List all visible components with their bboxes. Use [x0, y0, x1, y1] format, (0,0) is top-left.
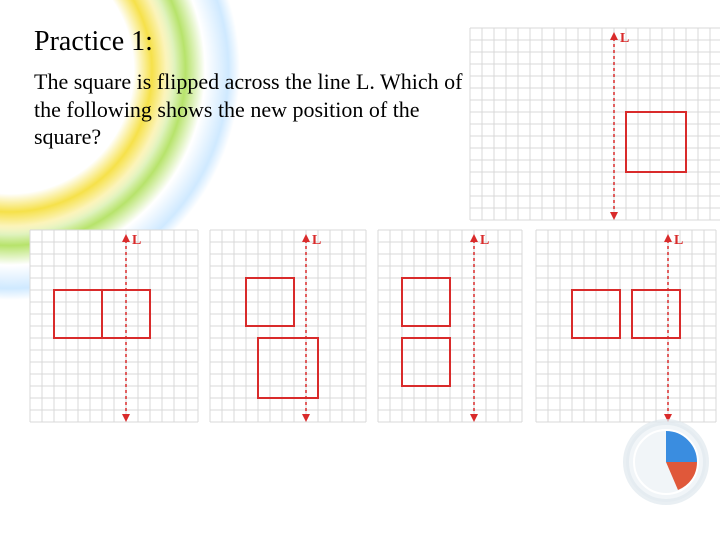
option-grid-3: L — [376, 228, 526, 432]
svg-text:L: L — [312, 233, 321, 248]
content-block: Practice 1: The square is flipped across… — [34, 26, 464, 151]
slide: Practice 1: The square is flipped across… — [0, 0, 720, 540]
svg-text:L: L — [674, 233, 683, 248]
slide-title: Practice 1: — [34, 26, 464, 58]
slide-body: The square is flipped across the line L.… — [34, 68, 464, 151]
option-grid-4: L — [534, 228, 718, 432]
reference-grid: L — [468, 26, 716, 222]
svg-text:L: L — [480, 233, 489, 248]
option-grid-1: L — [28, 228, 200, 432]
option-grid-2: L — [208, 228, 368, 432]
svg-text:L: L — [132, 233, 141, 248]
svg-text:L: L — [620, 31, 629, 46]
